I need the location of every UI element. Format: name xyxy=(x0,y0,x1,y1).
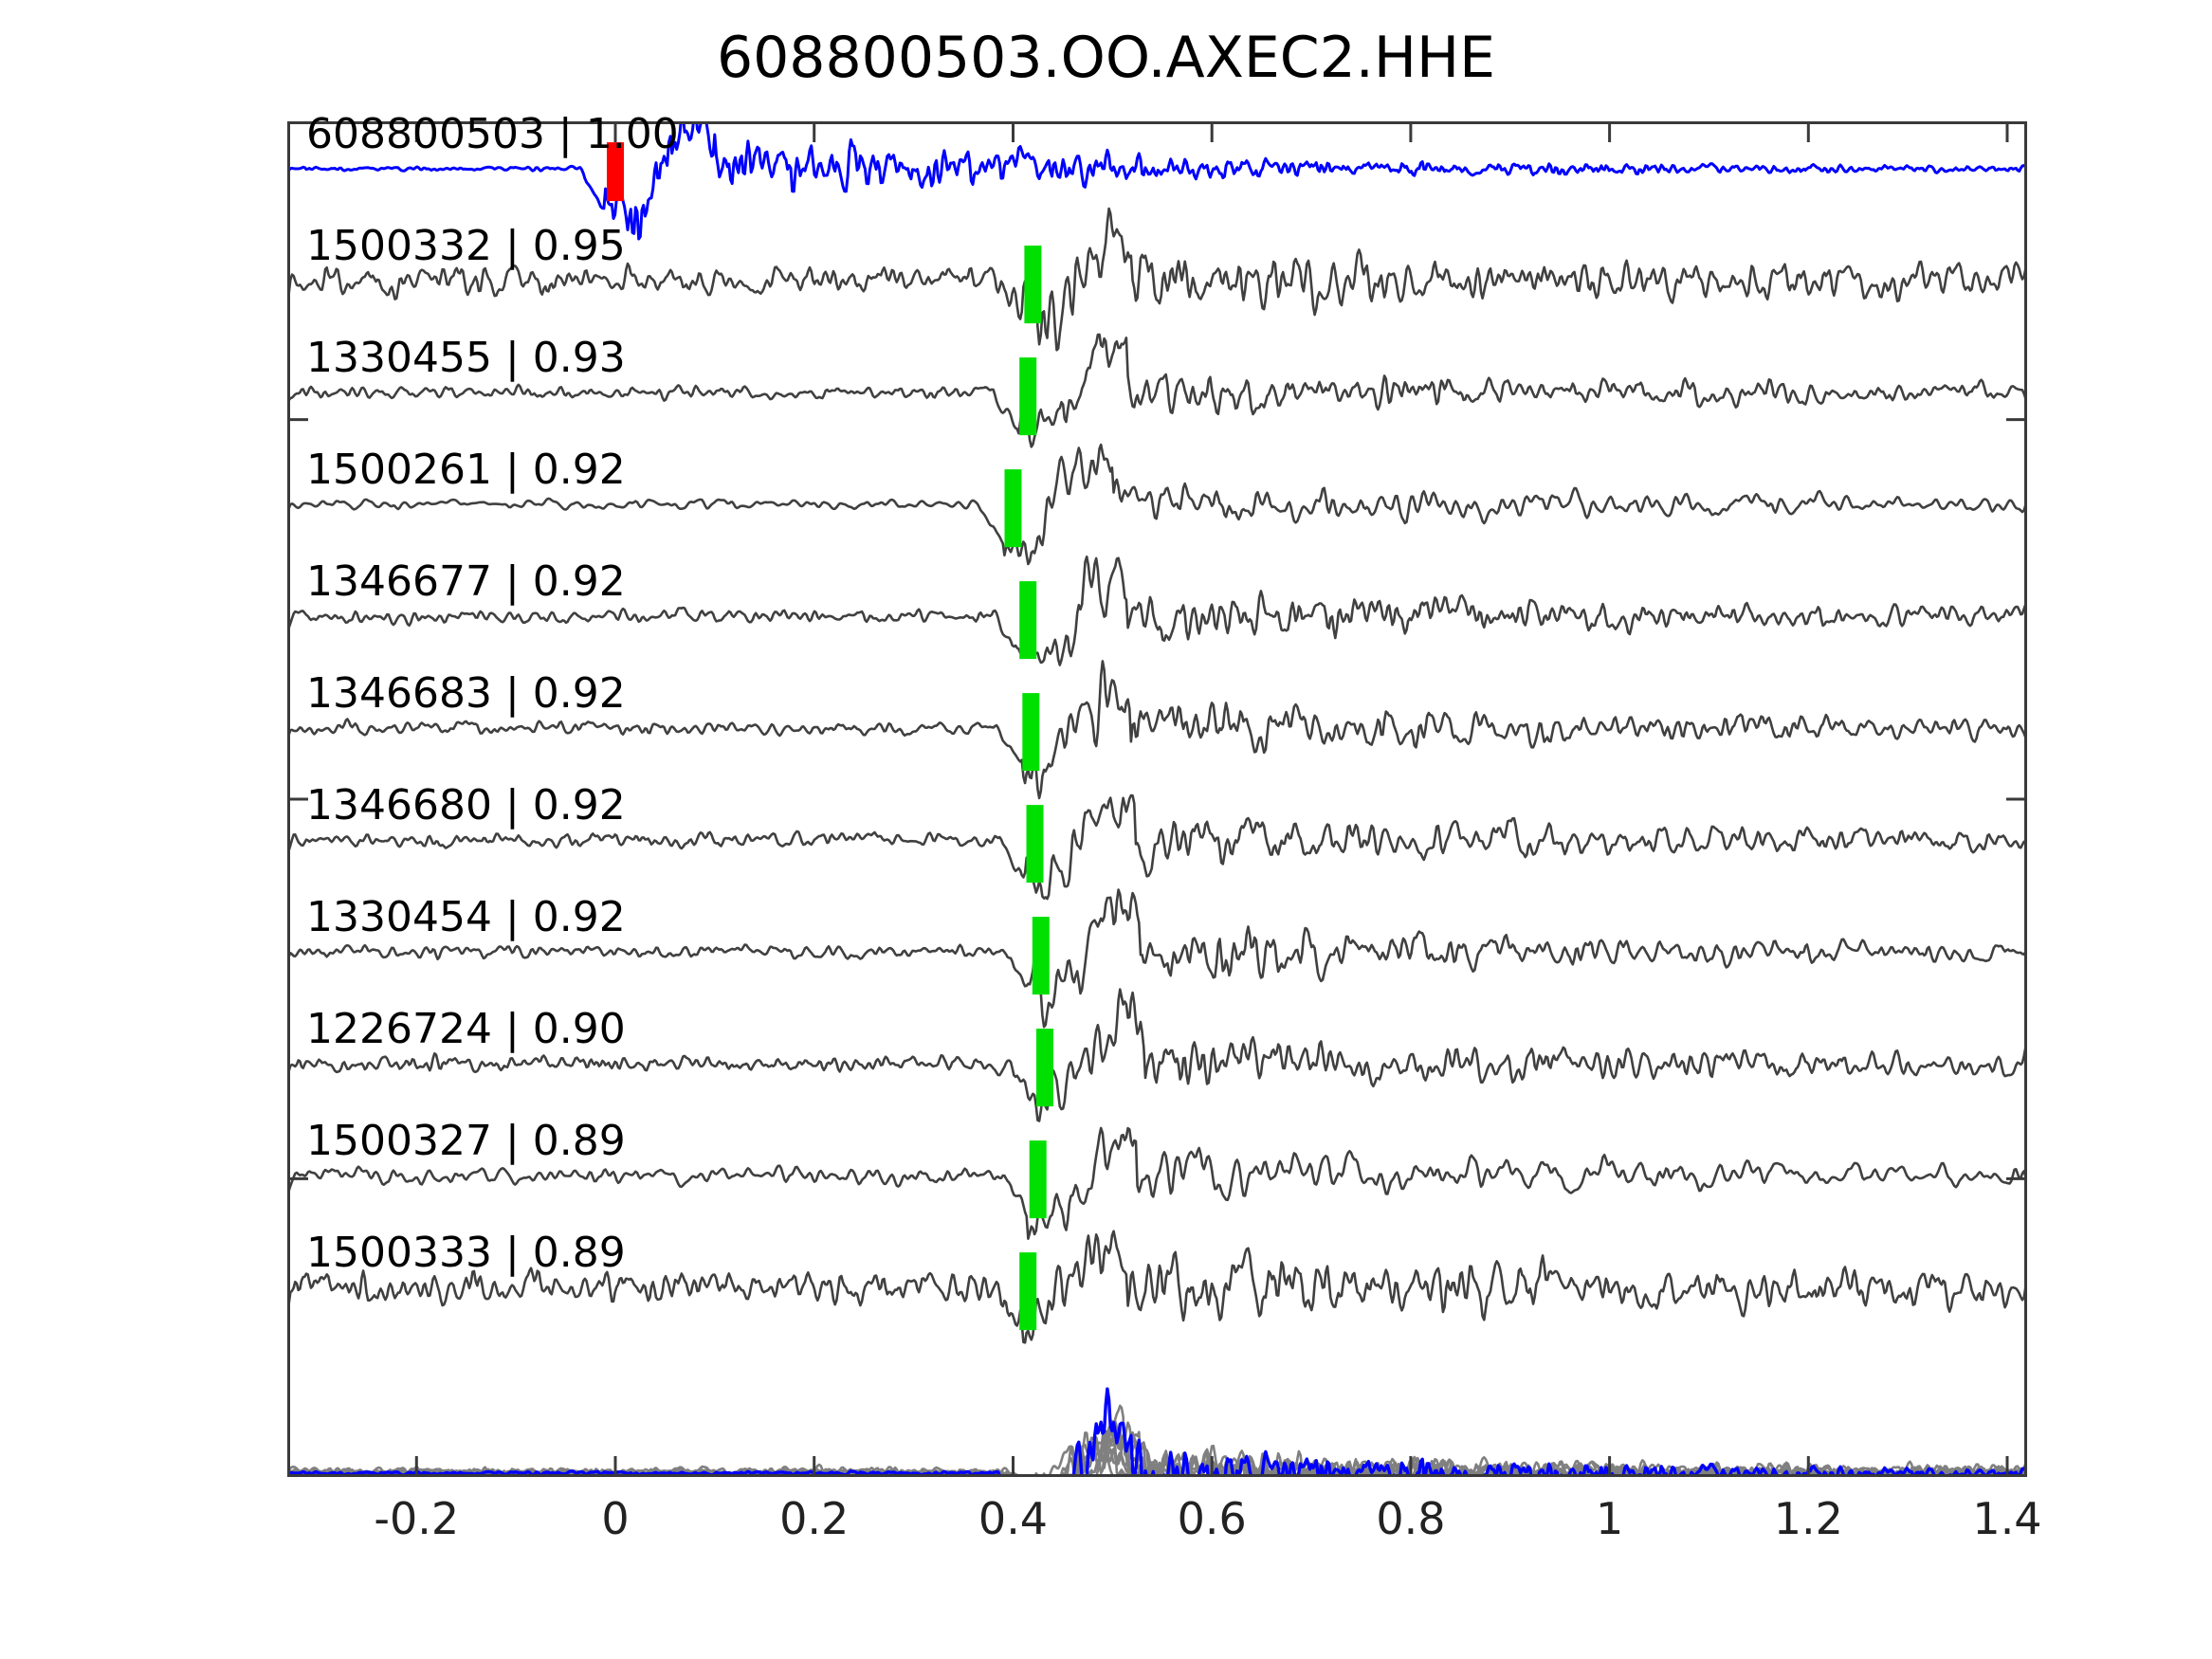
x-axis-tick-label: 0.8 xyxy=(1376,1493,1446,1544)
trace-label: 1346683 | 0.92 xyxy=(306,669,626,718)
trace-label: 1500261 | 0.92 xyxy=(306,446,626,494)
trace-label: 608800503 | 1.00 xyxy=(306,110,679,158)
detection-pick-marker xyxy=(1022,693,1040,772)
detection-pick-marker xyxy=(1036,1029,1053,1107)
x-axis-tick-label: 0.2 xyxy=(779,1493,850,1544)
trace-label: 1346677 | 0.92 xyxy=(306,557,626,606)
waveform-trace xyxy=(287,1126,2027,1240)
x-axis-tick-label: 0.4 xyxy=(978,1493,1049,1544)
trace-label: 1226724 | 0.90 xyxy=(306,1005,626,1053)
waveform-trace xyxy=(287,556,2027,666)
x-axis-tick-label: 1.2 xyxy=(1773,1493,1843,1544)
x-axis-tick-label: 1 xyxy=(1595,1493,1624,1544)
detection-pick-marker xyxy=(1019,1252,1037,1331)
waveform-trace xyxy=(287,1230,2027,1344)
waveform-canvas xyxy=(287,121,2027,1477)
template-pick-marker xyxy=(607,142,624,202)
waveform-trace xyxy=(287,333,2027,448)
waveform-trace xyxy=(287,793,2027,901)
detection-pick-marker xyxy=(1019,357,1037,436)
waveform-trace xyxy=(287,443,2027,566)
detection-pick-marker xyxy=(1032,917,1050,995)
waveform-trace xyxy=(287,988,2027,1122)
x-axis-tick-label: 0.6 xyxy=(1177,1493,1247,1544)
waveform-trace xyxy=(287,207,2027,352)
detection-pick-marker xyxy=(1024,246,1042,324)
trace-label: 1330455 | 0.93 xyxy=(306,334,626,382)
detection-pick-marker xyxy=(1004,469,1022,548)
page-title: 608800503.OO.AXEC2.HHE xyxy=(716,25,1496,91)
trace-label: 1330454 | 0.92 xyxy=(306,893,626,941)
x-axis-tick-label: 1.4 xyxy=(1972,1493,2042,1544)
detection-pick-marker xyxy=(1029,1140,1047,1219)
detection-pick-marker xyxy=(1026,805,1044,884)
waveform-trace xyxy=(287,660,2027,800)
waveform-trace xyxy=(287,121,2027,241)
trace-label: 1500332 | 0.95 xyxy=(306,222,626,270)
x-axis-tick-label: 0 xyxy=(601,1493,630,1544)
stack-template-trace xyxy=(287,1387,2027,1477)
x-axis-tick-labels: -0.2 0 0.2 0.4 0.6 0.8 1 1.2 1.4 xyxy=(287,1493,2041,1559)
trace-label: 1500327 | 0.89 xyxy=(306,1117,626,1165)
trace-label: 1346680 | 0.92 xyxy=(306,781,626,830)
plot-area: 608800503 | 1.00 1500332 | 0.95 1330455 | … xyxy=(287,110,2027,1477)
trace-label: 1500333 | 0.89 xyxy=(306,1229,626,1277)
waveform-trace xyxy=(287,888,2027,1029)
detection-pick-marker xyxy=(1019,581,1037,660)
x-axis-tick-label: -0.2 xyxy=(374,1493,460,1544)
